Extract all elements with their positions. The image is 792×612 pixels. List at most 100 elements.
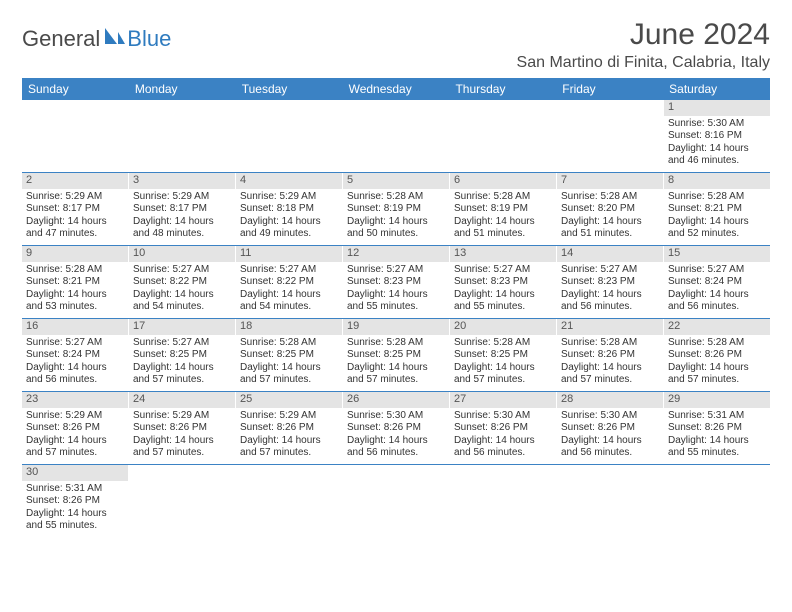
daylight-text: Daylight: 14 hours and 57 minutes. [133, 362, 231, 387]
sunrise-text: Sunrise: 5:27 AM [561, 264, 659, 277]
day-cell: 30Sunrise: 5:31 AMSunset: 8:26 PMDayligh… [22, 465, 129, 537]
day-cell: 5Sunrise: 5:28 AMSunset: 8:19 PMDaylight… [343, 173, 450, 245]
day-cell: 2Sunrise: 5:29 AMSunset: 8:17 PMDaylight… [22, 173, 129, 245]
empty-day-cell: . [557, 465, 664, 537]
daylight-text: Daylight: 14 hours and 55 minutes. [26, 508, 124, 533]
sunset-text: Sunset: 8:17 PM [133, 203, 231, 216]
day-cell: 11Sunrise: 5:27 AMSunset: 8:22 PMDayligh… [236, 246, 343, 318]
sunrise-text: Sunrise: 5:27 AM [240, 264, 338, 277]
sunset-text: Sunset: 8:23 PM [561, 276, 659, 289]
day-number: 22 [664, 319, 770, 335]
day-cell: 16Sunrise: 5:27 AMSunset: 8:24 PMDayligh… [22, 319, 129, 391]
daylight-text: Daylight: 14 hours and 55 minutes. [454, 289, 552, 314]
sunrise-text: Sunrise: 5:29 AM [26, 191, 124, 204]
day-number: 11 [236, 246, 342, 262]
sunset-text: Sunset: 8:18 PM [240, 203, 338, 216]
logo-text-blue: Blue [127, 26, 171, 52]
sunset-text: Sunset: 8:22 PM [133, 276, 231, 289]
logo: General Blue [22, 18, 171, 52]
day-number: 15 [664, 246, 770, 262]
empty-day-cell: . [236, 100, 343, 172]
sunset-text: Sunset: 8:26 PM [26, 495, 124, 508]
day-cell: 14Sunrise: 5:27 AMSunset: 8:23 PMDayligh… [557, 246, 664, 318]
week-row: 23Sunrise: 5:29 AMSunset: 8:26 PMDayligh… [22, 392, 770, 465]
sunrise-text: Sunrise: 5:28 AM [26, 264, 124, 277]
sunset-text: Sunset: 8:25 PM [454, 349, 552, 362]
calendar: SundayMondayTuesdayWednesdayThursdayFrid… [22, 78, 770, 537]
daylight-text: Daylight: 14 hours and 49 minutes. [240, 216, 338, 241]
title-block: June 2024 San Martino di Finita, Calabri… [517, 18, 770, 72]
sunrise-text: Sunrise: 5:27 AM [26, 337, 124, 350]
sunset-text: Sunset: 8:26 PM [240, 422, 338, 435]
day-cell: 15Sunrise: 5:27 AMSunset: 8:24 PMDayligh… [664, 246, 770, 318]
daylight-text: Daylight: 14 hours and 46 minutes. [668, 143, 766, 168]
weekday-header-cell: Tuesday [236, 78, 343, 100]
day-cell: 28Sunrise: 5:30 AMSunset: 8:26 PMDayligh… [557, 392, 664, 464]
week-row: 2Sunrise: 5:29 AMSunset: 8:17 PMDaylight… [22, 173, 770, 246]
daylight-text: Daylight: 14 hours and 54 minutes. [240, 289, 338, 314]
day-number: 19 [343, 319, 449, 335]
day-number: 7 [557, 173, 663, 189]
day-number: 18 [236, 319, 342, 335]
day-number: 6 [450, 173, 556, 189]
sunset-text: Sunset: 8:25 PM [347, 349, 445, 362]
day-number: 30 [22, 465, 128, 481]
weekday-header-cell: Monday [129, 78, 236, 100]
sunset-text: Sunset: 8:21 PM [668, 203, 766, 216]
daylight-text: Daylight: 14 hours and 48 minutes. [133, 216, 231, 241]
daylight-text: Daylight: 14 hours and 47 minutes. [26, 216, 124, 241]
week-row: 30Sunrise: 5:31 AMSunset: 8:26 PMDayligh… [22, 465, 770, 537]
daylight-text: Daylight: 14 hours and 50 minutes. [347, 216, 445, 241]
sunset-text: Sunset: 8:17 PM [26, 203, 124, 216]
sunset-text: Sunset: 8:24 PM [668, 276, 766, 289]
sunrise-text: Sunrise: 5:30 AM [668, 118, 766, 131]
day-cell: 21Sunrise: 5:28 AMSunset: 8:26 PMDayligh… [557, 319, 664, 391]
day-cell: 24Sunrise: 5:29 AMSunset: 8:26 PMDayligh… [129, 392, 236, 464]
sunset-text: Sunset: 8:16 PM [668, 130, 766, 143]
daylight-text: Daylight: 14 hours and 53 minutes. [26, 289, 124, 314]
daylight-text: Daylight: 14 hours and 56 minutes. [454, 435, 552, 460]
sunset-text: Sunset: 8:23 PM [347, 276, 445, 289]
sunrise-text: Sunrise: 5:29 AM [133, 191, 231, 204]
sunset-text: Sunset: 8:25 PM [133, 349, 231, 362]
day-number: 28 [557, 392, 663, 408]
sunrise-text: Sunrise: 5:27 AM [133, 337, 231, 350]
sunrise-text: Sunrise: 5:30 AM [561, 410, 659, 423]
day-cell: 1 Sunrise: 5:30 AMSunset: 8:16 PMDaylight… [664, 100, 770, 172]
day-cell: 10Sunrise: 5:27 AMSunset: 8:22 PMDayligh… [129, 246, 236, 318]
sunset-text: Sunset: 8:26 PM [454, 422, 552, 435]
weekday-header-cell: Saturday [663, 78, 770, 100]
day-number: 14 [557, 246, 663, 262]
empty-day-cell: . [343, 100, 450, 172]
day-cell: 12Sunrise: 5:27 AMSunset: 8:23 PMDayligh… [343, 246, 450, 318]
day-number: 1 [664, 100, 770, 116]
sunrise-text: Sunrise: 5:29 AM [240, 191, 338, 204]
day-cell: 17 Sunrise: 5:27 AMSunset: 8:25 PMDayligh… [129, 319, 236, 391]
week-row: ......1Sunrise: 5:30 AMSunset: 8:16 PMDa… [22, 100, 770, 173]
weekday-header-cell: Sunday [22, 78, 129, 100]
empty-day-cell: . [343, 465, 450, 537]
sunrise-text: Sunrise: 5:28 AM [561, 337, 659, 350]
day-cell: 20Sunrise: 5:28 AMSunset: 8:25 PMDayligh… [450, 319, 557, 391]
week-row: 16Sunrise: 5:27 AMSunset: 8:24 PMDayligh… [22, 319, 770, 392]
sunrise-text: Sunrise: 5:28 AM [454, 191, 552, 204]
daylight-text: Daylight: 14 hours and 57 minutes. [240, 362, 338, 387]
location: San Martino di Finita, Calabria, Italy [517, 54, 770, 72]
sunrise-text: Sunrise: 5:31 AM [668, 410, 766, 423]
daylight-text: Daylight: 14 hours and 55 minutes. [347, 289, 445, 314]
day-number: 17 [129, 319, 235, 335]
daylight-text: Daylight: 14 hours and 51 minutes. [561, 216, 659, 241]
sunset-text: Sunset: 8:20 PM [561, 203, 659, 216]
day-number: 10 [129, 246, 235, 262]
daylight-text: Daylight: 14 hours and 54 minutes. [133, 289, 231, 314]
sunrise-text: Sunrise: 5:28 AM [240, 337, 338, 350]
day-cell: 8Sunrise: 5:28 AMSunset: 8:21 PMDaylight… [664, 173, 770, 245]
daylight-text: Daylight: 14 hours and 57 minutes. [454, 362, 552, 387]
day-cell: 4Sunrise: 5:29 AMSunset: 8:18 PMDaylight… [236, 173, 343, 245]
weeks-container: ......1Sunrise: 5:30 AMSunset: 8:16 PMDa… [22, 100, 770, 537]
daylight-text: Daylight: 14 hours and 56 minutes. [668, 289, 766, 314]
sunset-text: Sunset: 8:26 PM [561, 349, 659, 362]
weekday-header-row: SundayMondayTuesdayWednesdayThursdayFrid… [22, 78, 770, 100]
day-number: 3 [129, 173, 235, 189]
empty-day-cell: . [236, 465, 343, 537]
